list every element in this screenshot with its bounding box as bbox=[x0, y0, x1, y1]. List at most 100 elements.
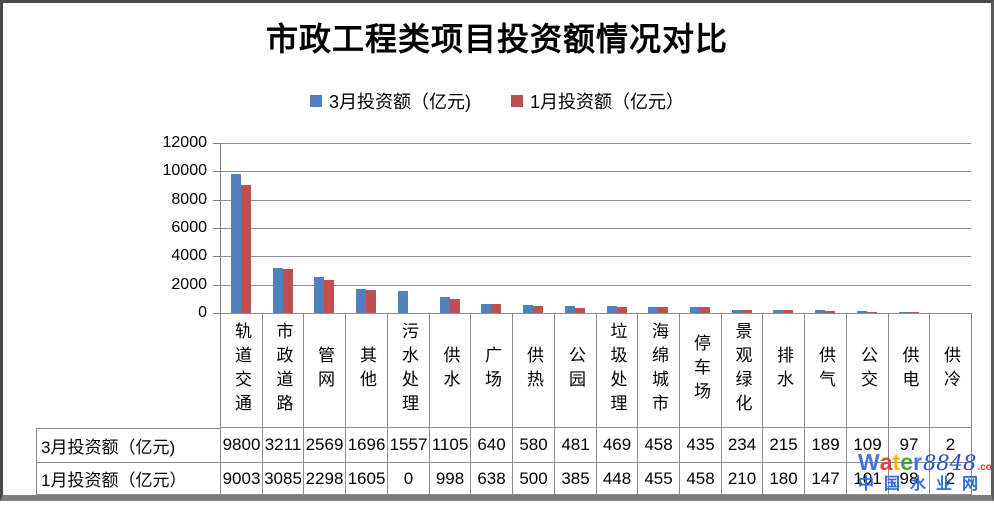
table-cell: 2569 bbox=[303, 428, 345, 463]
table-cell: 435 bbox=[679, 428, 721, 463]
bar-series1-cat6 bbox=[491, 304, 501, 313]
category-label: 轨道交通 bbox=[232, 322, 251, 418]
table-cell: 1696 bbox=[345, 428, 387, 463]
table-cell: 458 bbox=[679, 463, 721, 495]
watermark-letter: t bbox=[892, 449, 901, 475]
category-label: 垃圾处理 bbox=[607, 322, 627, 418]
bar-series0-cat11 bbox=[690, 307, 700, 313]
table-cell: 97 bbox=[888, 428, 929, 463]
table-cell: 180 bbox=[762, 463, 804, 495]
table-cell: 189 bbox=[804, 428, 846, 463]
watermark-letter: W bbox=[858, 449, 880, 475]
category-label: 景观绿化 bbox=[732, 322, 752, 418]
bar-series1-cat1 bbox=[282, 269, 293, 313]
category-cell: 公园 bbox=[554, 313, 596, 428]
category-label: 供电 bbox=[899, 346, 919, 394]
category-label: 停车场 bbox=[691, 334, 710, 406]
table-cell: 0 bbox=[387, 463, 429, 495]
table-cell: 101 bbox=[846, 463, 888, 495]
category-cell: 轨道交通 bbox=[220, 313, 262, 428]
watermark-letter: a bbox=[879, 449, 893, 475]
table-cell: 500 bbox=[512, 463, 554, 495]
y-axis-tick bbox=[213, 200, 220, 201]
table-cell: 998 bbox=[429, 463, 470, 495]
gridline bbox=[220, 228, 971, 229]
table-cell: 640 bbox=[470, 428, 512, 463]
bar-series0-cat3 bbox=[356, 289, 366, 313]
y-axis-line bbox=[220, 143, 221, 313]
bar-series0-cat5 bbox=[439, 297, 450, 313]
bar-series1-cat12 bbox=[741, 310, 752, 313]
table-cell: 2298 bbox=[303, 463, 345, 495]
legend-item: 3月投资额（亿元) bbox=[309, 88, 471, 114]
y-axis-label: 6000 bbox=[171, 219, 207, 236]
watermark-site-name: 中国水业网 bbox=[858, 476, 989, 493]
y-axis-label: 10000 bbox=[162, 162, 208, 179]
table-cell: 234 bbox=[721, 428, 762, 463]
table-row-label: 1月投资额（亿元） bbox=[36, 463, 220, 495]
category-label: 排水 bbox=[774, 346, 793, 394]
table-cell: 9800 bbox=[220, 428, 262, 463]
legend-swatch-series1 bbox=[511, 95, 523, 107]
table-cell: 638 bbox=[470, 463, 512, 495]
category-label: 海绵城市 bbox=[649, 322, 668, 418]
gridline bbox=[220, 200, 971, 201]
category-cell: 供水 bbox=[429, 313, 470, 428]
watermark-letter: e bbox=[900, 449, 913, 475]
table-cell: 385 bbox=[554, 463, 596, 495]
bar-series0-cat15 bbox=[857, 311, 867, 313]
table-cell: 2 bbox=[929, 428, 972, 463]
category-label: 供冷 bbox=[941, 346, 960, 394]
bar-series0-cat13 bbox=[773, 310, 783, 313]
bar-series0-cat0 bbox=[231, 174, 241, 313]
bar-series1-cat16 bbox=[908, 312, 919, 313]
bar-series1-cat3 bbox=[366, 290, 376, 313]
table-cell: 1105 bbox=[429, 428, 470, 463]
bar-series0-cat9 bbox=[606, 306, 617, 313]
category-cell: 其他 bbox=[345, 313, 387, 428]
table-cell: 9003 bbox=[220, 463, 262, 495]
table-cell: 3085 bbox=[262, 463, 303, 495]
category-cell: 管网 bbox=[303, 313, 345, 428]
category-cell: 广场 bbox=[470, 313, 512, 428]
bar-series1-cat8 bbox=[575, 308, 585, 313]
bar-series0-cat16 bbox=[898, 312, 909, 313]
legend-label: 3月投资额（亿元) bbox=[328, 92, 471, 112]
y-axis-tick bbox=[213, 285, 220, 286]
legend-swatch-series0 bbox=[309, 95, 322, 107]
bar-series0-cat14 bbox=[815, 310, 825, 313]
category-label: 供热 bbox=[524, 346, 543, 394]
bar-series1-cat7 bbox=[533, 306, 543, 313]
table-cell: 215 bbox=[762, 428, 804, 463]
legend-label: 1月投资额（亿元） bbox=[530, 92, 685, 112]
y-axis-label: 12000 bbox=[162, 134, 208, 151]
bar-series0-cat8 bbox=[565, 306, 575, 313]
y-axis-label: 2000 bbox=[171, 276, 207, 293]
category-label: 广场 bbox=[482, 346, 501, 394]
table-cell: 2 bbox=[929, 463, 972, 495]
y-axis-label: 4000 bbox=[171, 247, 207, 264]
category-cell: 供电 bbox=[888, 313, 929, 428]
category-cell: 垃圾处理 bbox=[596, 313, 637, 428]
category-cell: 市政道路 bbox=[262, 313, 303, 428]
table-cell: 481 bbox=[554, 428, 596, 463]
table-cell: 210 bbox=[721, 463, 762, 495]
category-cell: 供热 bbox=[512, 313, 554, 428]
y-axis-tick bbox=[213, 171, 220, 172]
table-cell: 469 bbox=[596, 428, 637, 463]
category-cell: 景观绿化 bbox=[721, 313, 762, 428]
bar-series1-cat13 bbox=[783, 310, 793, 313]
legend-item: 1月投资额（亿元） bbox=[511, 88, 684, 114]
y-axis-label: 8000 bbox=[171, 191, 207, 208]
table-cell: 455 bbox=[637, 463, 679, 495]
table-cell: 1557 bbox=[387, 428, 429, 463]
category-cell: 排水 bbox=[762, 313, 804, 428]
category-label: 公园 bbox=[566, 346, 585, 394]
y-axis-label: 0 bbox=[198, 304, 207, 321]
y-axis-tick bbox=[213, 228, 220, 229]
gridline bbox=[220, 143, 971, 144]
